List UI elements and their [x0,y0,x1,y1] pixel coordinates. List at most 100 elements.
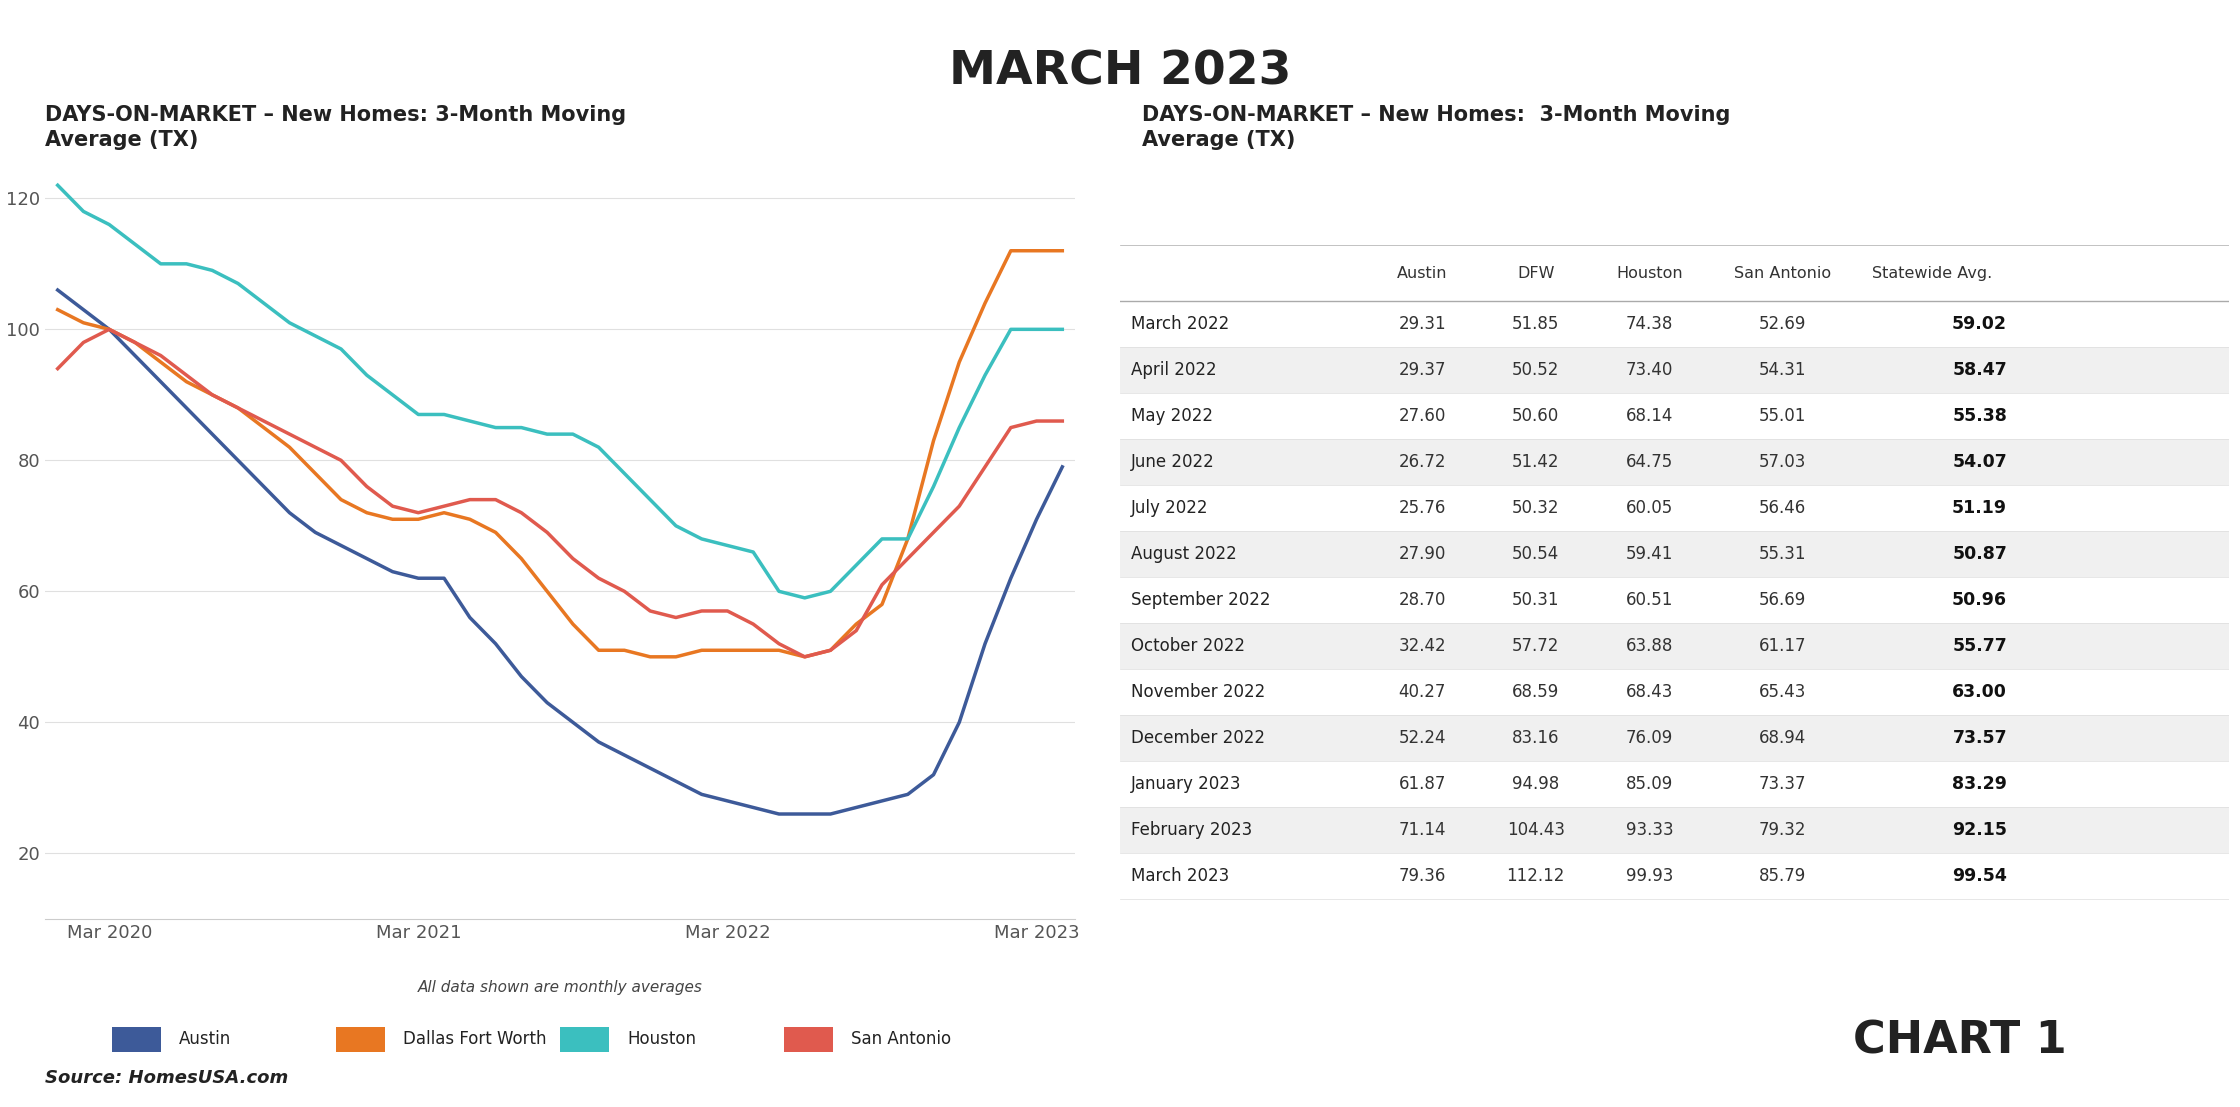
Text: 68.59: 68.59 [1512,683,1559,701]
Text: 68.43: 68.43 [1626,683,1673,701]
Text: November 2022: November 2022 [1131,683,1266,701]
Text: San Antonio: San Antonio [851,1031,952,1048]
Text: 74.38: 74.38 [1626,315,1673,333]
Bar [1120,852,2229,899]
Text: 79.36: 79.36 [1398,867,1445,884]
Text: 71.14: 71.14 [1398,821,1445,839]
Text: August 2022: August 2022 [1131,545,1236,563]
Text: 55.01: 55.01 [1758,407,1805,425]
Text: 29.31: 29.31 [1398,315,1447,333]
Text: 68.14: 68.14 [1626,407,1673,425]
Text: 56.69: 56.69 [1758,591,1805,609]
Text: 60.05: 60.05 [1626,499,1673,517]
Text: April 2022: April 2022 [1131,361,1216,379]
Text: 57.72: 57.72 [1512,637,1559,655]
Bar [1120,439,2229,485]
Text: 61.87: 61.87 [1398,775,1445,793]
Text: July 2022: July 2022 [1131,499,1210,517]
Bar [1120,531,2229,577]
Text: 50.54: 50.54 [1512,545,1559,563]
Text: October 2022: October 2022 [1131,637,1245,655]
Text: 83.16: 83.16 [1512,728,1559,747]
Text: 50.87: 50.87 [1953,545,2007,563]
Text: MARCH 2023: MARCH 2023 [950,50,1290,95]
Text: 54.07: 54.07 [1953,453,2007,472]
Text: 50.60: 50.60 [1512,407,1559,425]
Text: 55.38: 55.38 [1953,407,2007,425]
Text: San Antonio: San Antonio [1734,266,1830,281]
Text: 85.79: 85.79 [1758,867,1805,884]
Text: February 2023: February 2023 [1131,821,1252,839]
Text: 68.94: 68.94 [1758,728,1805,747]
Bar [1120,807,2229,852]
Text: Houston: Houston [627,1031,697,1048]
Text: 60.51: 60.51 [1626,591,1673,609]
Text: 104.43: 104.43 [1508,821,1566,839]
Text: 51.85: 51.85 [1512,315,1559,333]
Text: 51.42: 51.42 [1512,453,1559,472]
Text: 64.75: 64.75 [1626,453,1673,472]
Text: June 2022: June 2022 [1131,453,1214,472]
Bar [1120,348,2229,393]
Text: 26.72: 26.72 [1398,453,1445,472]
Text: 28.70: 28.70 [1398,591,1445,609]
Text: 73.57: 73.57 [1953,728,2007,747]
Text: 54.31: 54.31 [1758,361,1805,379]
Text: 27.60: 27.60 [1398,407,1445,425]
Text: May 2022: May 2022 [1131,407,1214,425]
Text: 61.17: 61.17 [1758,637,1805,655]
Text: All data shown are monthly averages: All data shown are monthly averages [417,980,703,995]
Bar [1120,761,2229,807]
Text: DFW: DFW [1516,266,1555,281]
Text: DAYS-ON-MARKET – New Homes:  3-Month Moving
Average (TX): DAYS-ON-MARKET – New Homes: 3-Month Movi… [1142,105,1732,149]
Text: Austin: Austin [1398,266,1447,281]
Bar [1120,301,2229,348]
Text: 76.09: 76.09 [1626,728,1673,747]
Text: 32.42: 32.42 [1398,637,1447,655]
Text: March 2022: March 2022 [1131,315,1230,333]
Text: 112.12: 112.12 [1508,867,1566,884]
Text: 93.33: 93.33 [1626,821,1673,839]
Text: 94.98: 94.98 [1512,775,1559,793]
Bar [1120,669,2229,715]
Bar [1120,715,2229,761]
Text: 59.41: 59.41 [1626,545,1673,563]
Text: 99.93: 99.93 [1626,867,1673,884]
Text: Statewide Avg.: Statewide Avg. [1873,266,1991,281]
Text: 73.37: 73.37 [1758,775,1805,793]
Text: 99.54: 99.54 [1953,867,2007,884]
Text: 73.40: 73.40 [1626,361,1673,379]
Text: CHART 1: CHART 1 [1852,1020,2068,1062]
Text: 56.46: 56.46 [1758,499,1805,517]
Bar [1120,623,2229,669]
Text: December 2022: December 2022 [1131,728,1266,747]
Text: 58.47: 58.47 [1953,361,2007,379]
Text: 79.32: 79.32 [1758,821,1805,839]
Text: Dallas Fort Worth: Dallas Fort Worth [403,1031,547,1048]
Text: Source: HomesUSA.com: Source: HomesUSA.com [45,1069,289,1087]
Text: 50.32: 50.32 [1512,499,1559,517]
Text: 57.03: 57.03 [1758,453,1805,472]
Text: 50.31: 50.31 [1512,591,1559,609]
Text: 65.43: 65.43 [1758,683,1805,701]
Text: 52.69: 52.69 [1758,315,1805,333]
Text: DAYS-ON-MARKET – New Homes: 3-Month Moving
Average (TX): DAYS-ON-MARKET – New Homes: 3-Month Movi… [45,105,625,149]
Text: 51.19: 51.19 [1951,499,2007,517]
Text: 50.96: 50.96 [1951,591,2007,609]
Text: 29.37: 29.37 [1398,361,1445,379]
Text: 50.52: 50.52 [1512,361,1559,379]
Bar [1120,577,2229,623]
Text: Houston: Houston [1615,266,1682,281]
Text: 59.02: 59.02 [1951,315,2007,333]
Text: 85.09: 85.09 [1626,775,1673,793]
Text: 92.15: 92.15 [1951,821,2007,839]
Text: 52.24: 52.24 [1398,728,1445,747]
Text: 55.77: 55.77 [1953,637,2007,655]
Text: 63.88: 63.88 [1626,637,1673,655]
Bar [1120,485,2229,531]
Text: 25.76: 25.76 [1398,499,1445,517]
Text: 83.29: 83.29 [1953,775,2007,793]
Text: 55.31: 55.31 [1758,545,1805,563]
Text: 27.90: 27.90 [1398,545,1445,563]
Text: September 2022: September 2022 [1131,591,1270,609]
